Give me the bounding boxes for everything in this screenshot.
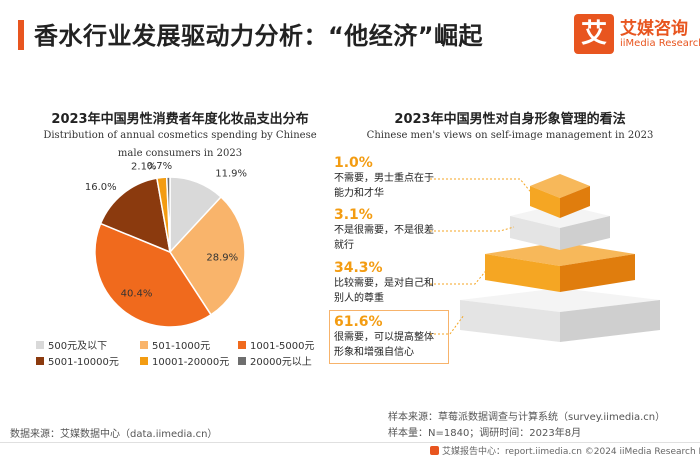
- pie-slice-1[interactable]: [169, 195, 246, 316]
- legend-swatch-2: [238, 341, 246, 349]
- pyramid-desc-line2-2: 别人的尊重: [334, 293, 384, 304]
- legend-label-0: 500元及以下: [48, 341, 108, 352]
- pyramid-desc-line1-0: 不需要，男士重点在于: [334, 173, 434, 184]
- logo-chinese-name: 艾媒咨询: [620, 19, 688, 39]
- pyramid-percent-3: 61.6%: [334, 314, 383, 330]
- legend-swatch-5: [238, 357, 246, 365]
- legend-label-5: 20000元以上: [250, 357, 312, 368]
- pyramid-chart-title: 2023年中国男性对自身形象管理的看法: [394, 112, 626, 127]
- pyramid-desc-line2-3: 形象和增强自信心: [334, 347, 414, 358]
- pie-subtitle-line1: Distribution of annual cosmetics spendin…: [43, 130, 317, 141]
- pie-chart-subtitle: Distribution of annual cosmetics spendin…: [30, 127, 330, 163]
- legend-label-3: 5001-10000元: [48, 357, 119, 368]
- legend-item-0: 500元及以下: [36, 337, 107, 352]
- logo-mark-icon: 艾: [574, 14, 614, 54]
- pie-slice-2[interactable]: [94, 222, 213, 328]
- pie-chart-title: 2023年中国男性消费者年度化妆品支出分布: [51, 112, 309, 127]
- footer-copyright-text: 艾媒报告中心：report.iimedia.cn ©2024 iiMedia R…: [442, 447, 700, 457]
- pyramid-chart-subtitle: Chinese men's views on self-image manage…: [366, 130, 654, 141]
- pyramid-label-2: 34.3% 比较需要，是对自己和 别人的尊重: [334, 260, 444, 306]
- pie-data-label-4: 2.1%: [131, 162, 156, 173]
- pyramid-desc-line1-2: 比较需要，是对自己和: [334, 278, 434, 289]
- pie-data-label-1: 28.9%: [206, 252, 238, 263]
- pyramid-percent-2: 34.3%: [334, 260, 383, 276]
- legend-swatch-1: [140, 341, 148, 349]
- legend-swatch-0: [36, 341, 44, 349]
- pyramid-desc-line1-1: 不是很需要，不是很差: [334, 225, 434, 236]
- pie-data-label-5: 0.7%: [147, 161, 172, 172]
- title-accent-bar: [18, 20, 24, 50]
- legend-item-4: 10001-20000元: [140, 353, 229, 368]
- pyramid-label-0: 1.0% 不需要，男士重点在于 能力和才华: [334, 155, 444, 201]
- pyramid-tier-0[interactable]: [530, 174, 590, 218]
- pie-slice-5[interactable]: [165, 176, 171, 253]
- pyramid-leader-line-2: [430, 266, 490, 285]
- footer-copyright: 艾媒报告中心：report.iimedia.cn ©2024 iiMedia R…: [430, 444, 700, 457]
- pie-subtitle-line2: male consumers in 2023: [117, 148, 243, 159]
- footer-divider: [0, 442, 700, 443]
- legend-item-5: 20000元以上: [238, 353, 312, 368]
- logo-english-name: iiMedia Research: [620, 38, 700, 49]
- pie-data-label-0: 11.9%: [215, 169, 247, 180]
- legend-item-2: 1001-5000元: [238, 337, 315, 352]
- pie-chart: 11.9% 28.9% 40.4% 16.0% 2.1%0.7%: [85, 161, 247, 328]
- pyramid-percent-0: 1.0%: [334, 155, 373, 171]
- legend-swatch-3: [36, 357, 44, 365]
- pyramid-percent-1: 3.1%: [334, 207, 373, 223]
- sample-size: 样本量：N=1840；调研时间：2023年8月: [388, 428, 582, 439]
- legend-label-4: 10001-20000元: [152, 357, 230, 368]
- legend-label-2: 1001-5000元: [250, 341, 315, 352]
- sample-source: 样本来源：草莓派数据调查与计算系统（survey.iimedia.cn）: [388, 412, 666, 423]
- pie-data-label-2: 40.4%: [121, 288, 153, 299]
- legend-swatch-4: [140, 357, 148, 365]
- pyramid-leader-line-3: [430, 314, 465, 335]
- pyramid-desc-line2-1: 就行: [334, 240, 354, 251]
- pyramid-chart: [430, 174, 660, 342]
- data-source: 数据来源：艾媒数据中心（data.iimedia.cn）: [10, 429, 218, 440]
- pyramid-leader-line-1: [430, 226, 515, 232]
- pie-data-label-3: 16.0%: [85, 182, 117, 193]
- pie-slice-3[interactable]: [99, 177, 171, 254]
- page-title: 香水行业发展驱动力分析：“他经济”崛起: [34, 22, 484, 50]
- pyramid-tier-2[interactable]: [485, 242, 635, 292]
- report-center-icon: [430, 446, 439, 455]
- pyramid-tier-3[interactable]: [460, 288, 660, 342]
- legend-label-1: 501-1000元: [152, 341, 211, 352]
- pyramid-label-3: 61.6% 很需要，可以提高整体 形象和增强自信心: [329, 310, 449, 364]
- pyramid-label-1: 3.1% 不是很需要，不是很差 就行: [334, 207, 444, 253]
- pyramid-desc-line1-3: 很需要，可以提高整体: [334, 332, 434, 343]
- pyramid-leader-line-0: [430, 178, 535, 197]
- legend-item-3: 5001-10000元: [36, 353, 119, 368]
- legend-item-1: 501-1000元: [140, 337, 210, 352]
- brand-logo[interactable]: 艾 艾媒咨询 iiMedia Research: [574, 12, 700, 58]
- pyramid-desc-line2-0: 能力和才华: [334, 188, 384, 199]
